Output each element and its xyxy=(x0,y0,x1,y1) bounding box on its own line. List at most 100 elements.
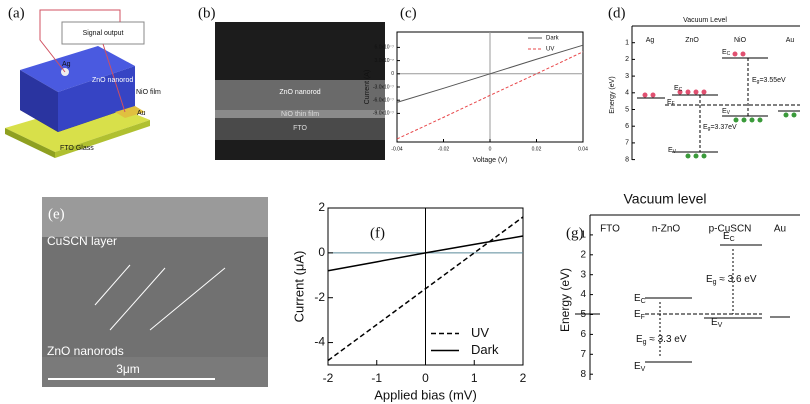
label: CuSCN layer xyxy=(47,234,117,248)
panel-b: (b) ZnO nanorod NiO thin film FTO xyxy=(198,5,385,160)
y-tick-label: -3.0x10⁻⁷ xyxy=(373,84,394,90)
level-label: EF xyxy=(667,99,675,107)
material: Ag xyxy=(646,37,655,44)
level-label: EV xyxy=(711,317,723,329)
energy-tick-label: 5 xyxy=(625,106,629,113)
energy-tick-label: 8 xyxy=(580,369,586,380)
level-label: EV xyxy=(668,147,677,155)
axis-label: Energy (eV) xyxy=(609,76,616,113)
series-line xyxy=(396,51,584,140)
level-label: EC xyxy=(634,293,646,305)
energy-tick-label: 6 xyxy=(625,123,629,130)
x-tick-label: -2 xyxy=(323,371,334,385)
x-tick-label: 0 xyxy=(422,371,429,385)
gap-label: Eg=3.55eV xyxy=(752,77,786,85)
panel-e: (e) CuSCN layer ZnO nanorods 3μm xyxy=(42,197,268,387)
label: NiO film xyxy=(136,89,161,96)
x-tick-label: 2 xyxy=(520,371,527,385)
y-tick-label: -9.0x10⁻⁷ xyxy=(373,111,394,117)
y-tick-label: 3.0x10⁻⁷ xyxy=(375,58,395,64)
rods-left xyxy=(20,70,58,132)
material: n-ZnO xyxy=(652,224,681,235)
label: FTO xyxy=(293,125,307,132)
material: Au xyxy=(786,37,795,44)
y-axis-label: Current (A) xyxy=(364,70,371,105)
rods-region xyxy=(42,237,268,357)
energy-tick-label: 3 xyxy=(580,269,586,280)
energy-tick-label: 3 xyxy=(625,73,629,80)
x-tick-label: 0.04 xyxy=(578,146,588,152)
panel-label: (a) xyxy=(8,5,25,21)
panel-d: (d) Vacuum Level Energy (eV) Ag ZnO NiO … xyxy=(608,5,800,160)
x-tick-label: -0.04 xyxy=(391,146,403,152)
panel-label: (d) xyxy=(608,5,626,21)
cuscn-region xyxy=(42,197,268,237)
y-tick-label: 6.0x10⁻⁷ xyxy=(375,45,395,51)
material: NiO xyxy=(734,37,747,44)
panel-a: (a) Signal output ZnO nanorod film NiO f… xyxy=(5,5,161,158)
level-label: EV xyxy=(722,108,731,116)
energy-tick-label: 1 xyxy=(625,40,629,47)
x-tick-label: 0 xyxy=(489,146,492,152)
label: 3μm xyxy=(116,362,140,376)
panel-label: (c) xyxy=(400,5,417,21)
gap-label: Eg=3.37eV xyxy=(703,124,737,132)
arrow xyxy=(94,264,131,306)
y-tick-label: -2 xyxy=(314,290,325,304)
diagram-title: Vacuum Level xyxy=(683,17,727,24)
electrons xyxy=(642,51,746,98)
energy-tick-label: 7 xyxy=(625,140,629,147)
y-tick-label: -4 xyxy=(314,335,325,349)
label: ZnO nanorod film xyxy=(92,77,146,84)
series-line xyxy=(327,235,524,272)
level-label: EC xyxy=(722,49,731,57)
diagram-title: Vacuum level xyxy=(623,191,706,207)
panel-label: (f) xyxy=(370,225,385,241)
material: ZnO xyxy=(685,37,699,44)
label: Signal output xyxy=(83,30,124,37)
y-tick-label: 0 xyxy=(391,71,394,77)
gap-label: Eg ≈ 3.3 eV xyxy=(636,334,687,346)
energy-tick-label: 4 xyxy=(625,90,629,97)
legend-label: Dark xyxy=(471,342,499,357)
y-axis-label: Current (μA) xyxy=(291,251,306,323)
zno-layer xyxy=(215,80,385,110)
panel-label: (e) xyxy=(48,206,65,222)
material: Au xyxy=(774,224,786,235)
legend-label: Dark xyxy=(546,36,560,42)
arrow xyxy=(109,267,166,331)
panel-g: (g) Vacuum level Energy (eV) FTO n-ZnO p… xyxy=(558,191,800,380)
y-tick-label: 2 xyxy=(318,200,325,214)
label: NiO thin film xyxy=(281,111,319,118)
material: p-CuSCN xyxy=(709,224,752,235)
label: FTO Glass xyxy=(60,145,94,152)
series-line xyxy=(396,44,584,103)
energy-tick-label: 6 xyxy=(580,329,586,340)
x-tick-label: 1 xyxy=(471,371,478,385)
panel-label: (g) xyxy=(566,225,584,241)
arrow xyxy=(149,267,226,331)
rods-top xyxy=(20,46,135,92)
level-label: EV xyxy=(634,361,646,373)
energy-tick-label: 1 xyxy=(580,230,586,241)
y-tick-label: 0 xyxy=(318,245,325,259)
glass-edge xyxy=(55,120,150,158)
x-tick-label: -0.02 xyxy=(438,146,450,152)
label: Au xyxy=(137,110,146,117)
y-tick-label: -6.0x10⁻⁷ xyxy=(373,98,394,104)
level-label: EF xyxy=(634,309,645,321)
label: Ag xyxy=(62,61,71,68)
glass-edge xyxy=(5,128,55,158)
level-label: EC xyxy=(723,231,735,243)
holes xyxy=(685,112,797,159)
label: ZnO nanorods xyxy=(47,344,124,358)
fto-layer xyxy=(215,118,385,140)
axis-label: Energy (eV) xyxy=(558,268,572,332)
energy-tick-label: 5 xyxy=(580,309,586,320)
au-electrode xyxy=(115,106,145,118)
material: FTO xyxy=(600,224,620,235)
nio-layer xyxy=(215,110,385,118)
x-tick-label: -1 xyxy=(371,371,382,385)
